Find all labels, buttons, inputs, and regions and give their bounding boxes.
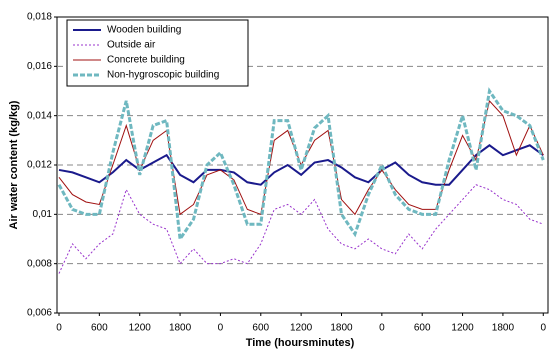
x-tick-label: 1800 [492, 323, 515, 334]
y-tick-label: 0,012 [27, 160, 52, 171]
x-tick-label: 1800 [169, 323, 192, 334]
x-tick-label: 0 [218, 323, 224, 334]
legend-label: Wooden building [107, 25, 181, 36]
series-line [58, 184, 544, 274]
y-tick-label: 0,018 [27, 12, 52, 23]
y-axis-label: Air water content (kg/kg) [8, 100, 20, 229]
y-tick-label: 0,016 [27, 61, 52, 72]
x-tick-label: 600 [414, 323, 431, 334]
x-tick-label: 600 [252, 323, 269, 334]
legend-label: Outside air [107, 40, 156, 51]
x-tick-label: 1200 [129, 323, 152, 334]
x-tick-label: 0 [56, 323, 62, 334]
legend-label: Non-hygroscopic building [107, 70, 219, 81]
x-tick-label: 1200 [290, 323, 313, 334]
x-tick-label: 600 [91, 323, 108, 334]
x-tick-label: 1200 [451, 323, 474, 334]
y-tick-label: 0,01 [33, 209, 53, 220]
y-tick-label: 0,006 [27, 308, 52, 319]
y-tick-label: 0,014 [27, 110, 52, 121]
x-tick-label: 0 [540, 323, 546, 334]
legend-label: Concrete building [107, 55, 185, 66]
x-tick-label: 0 [379, 323, 385, 334]
x-axis-label: Time (hoursminutes) [246, 337, 355, 349]
x-tick-label: 1800 [330, 323, 353, 334]
y-tick-label: 0,008 [27, 258, 52, 269]
series-line [57, 87, 545, 244]
